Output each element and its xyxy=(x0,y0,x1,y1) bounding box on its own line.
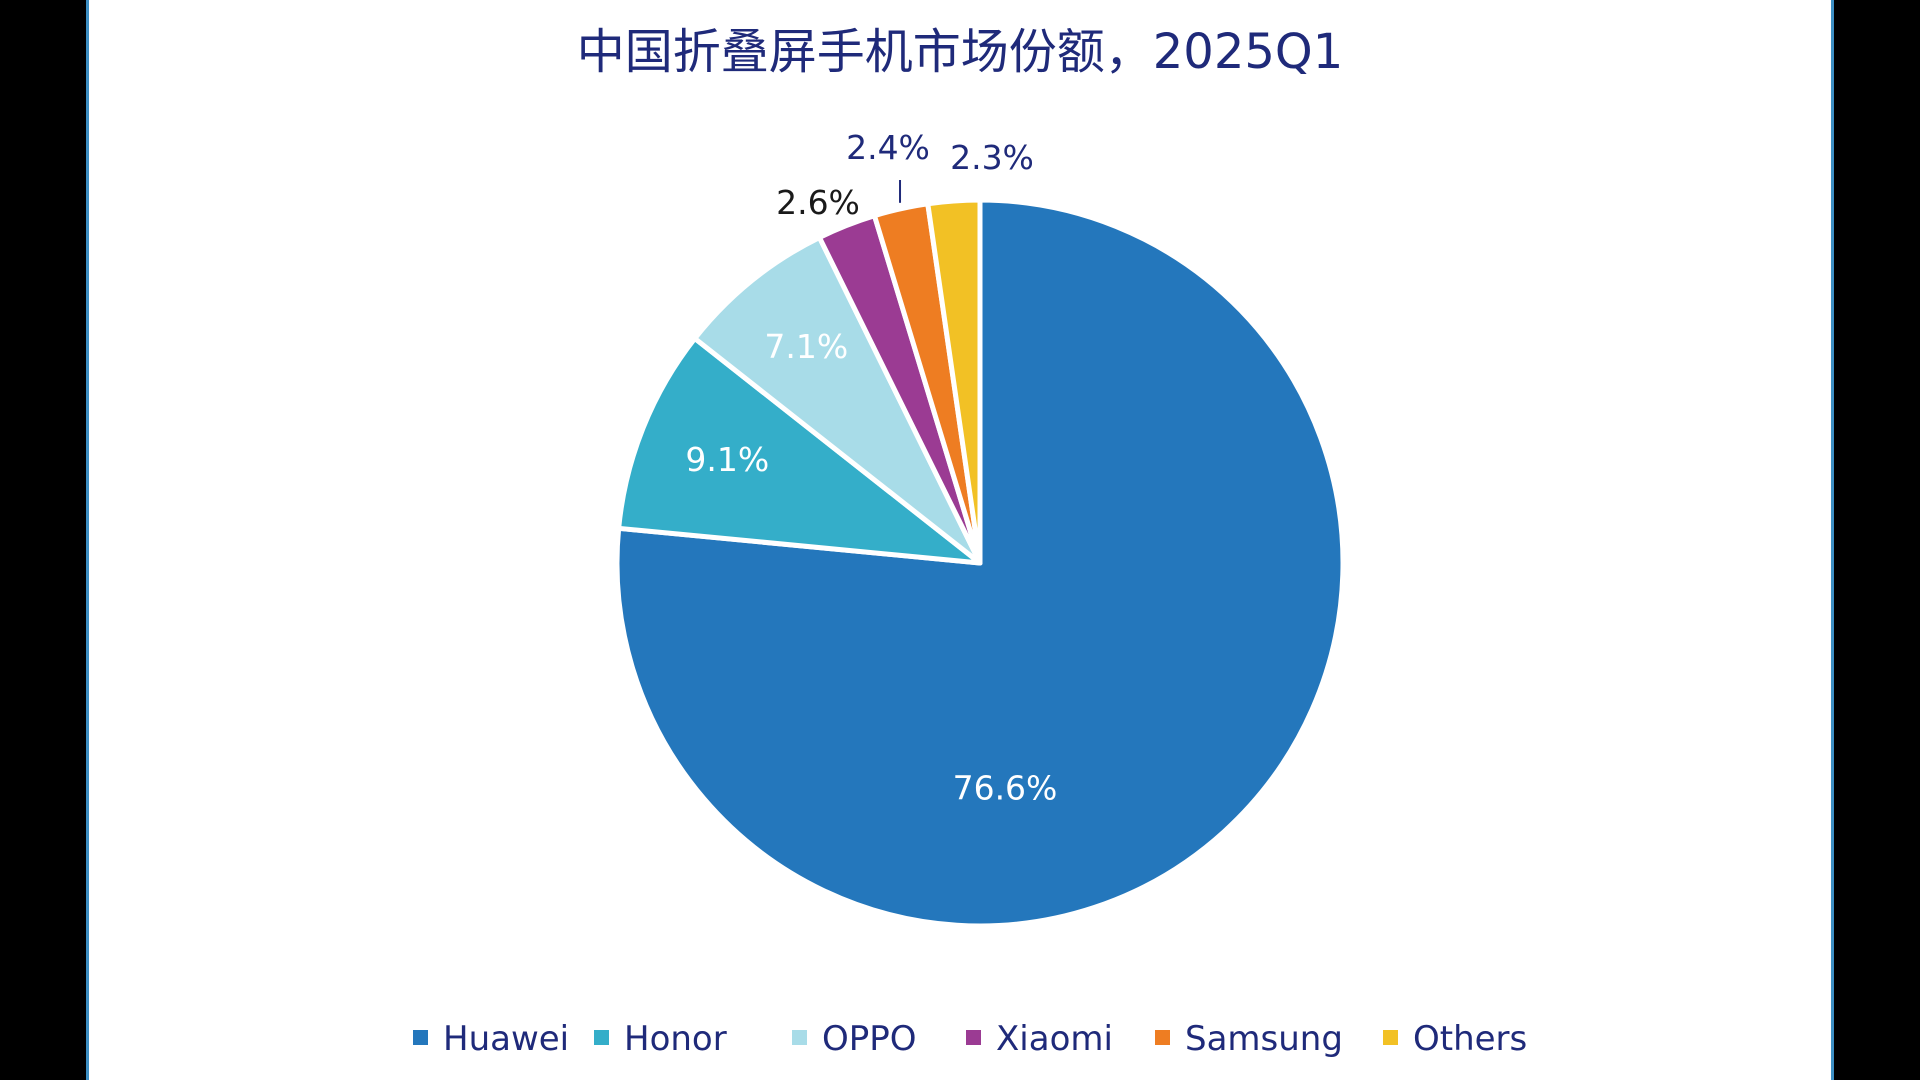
pie-slice-honor xyxy=(616,335,983,566)
data-label-samsung: 2.4% xyxy=(846,128,930,167)
pie-slice-oppo xyxy=(692,234,983,566)
pie-slice-others xyxy=(925,197,983,566)
legend-item-huawei: Huawei xyxy=(413,1019,569,1059)
legend: Huawei Honor OPPO Xiaomi Samsung Others xyxy=(413,1019,1527,1059)
legend-swatch-xiaomi xyxy=(966,1030,981,1045)
legend-label-honor: Honor xyxy=(624,1019,727,1059)
data-label-honor: 9.1% xyxy=(685,440,769,479)
legend-label-others: Others xyxy=(1413,1019,1527,1059)
data-label-huawei: 76.6% xyxy=(953,769,1058,808)
legend-label-xiaomi: Xiaomi xyxy=(996,1019,1113,1059)
legend-swatch-others xyxy=(1383,1030,1398,1045)
pie-labels: 76.6% 9.1% 7.1% 2.6% 2.4% 2.3% xyxy=(685,128,1057,808)
legend-swatch-oppo xyxy=(792,1030,807,1045)
data-label-xiaomi: 2.6% xyxy=(776,183,860,222)
data-label-others: 2.3% xyxy=(950,138,1034,177)
legend-label-samsung: Samsung xyxy=(1185,1019,1343,1059)
legend-item-samsung: Samsung xyxy=(1155,1019,1343,1059)
data-label-oppo: 7.1% xyxy=(764,327,848,366)
legend-swatch-huawei xyxy=(413,1030,428,1045)
legend-item-honor: Honor xyxy=(594,1019,727,1059)
legend-swatch-samsung xyxy=(1155,1030,1170,1045)
chart-title: 中国折叠屏手机市场份额，2025Q1 xyxy=(577,24,1343,80)
legend-label-huawei: Huawei xyxy=(443,1019,569,1059)
legend-item-xiaomi: Xiaomi xyxy=(966,1019,1113,1059)
legend-item-others: Others xyxy=(1383,1019,1527,1059)
legend-label-oppo: OPPO xyxy=(822,1019,917,1059)
pie-slices xyxy=(614,197,1346,929)
legend-swatch-honor xyxy=(594,1030,609,1045)
legend-item-oppo: OPPO xyxy=(792,1019,917,1059)
